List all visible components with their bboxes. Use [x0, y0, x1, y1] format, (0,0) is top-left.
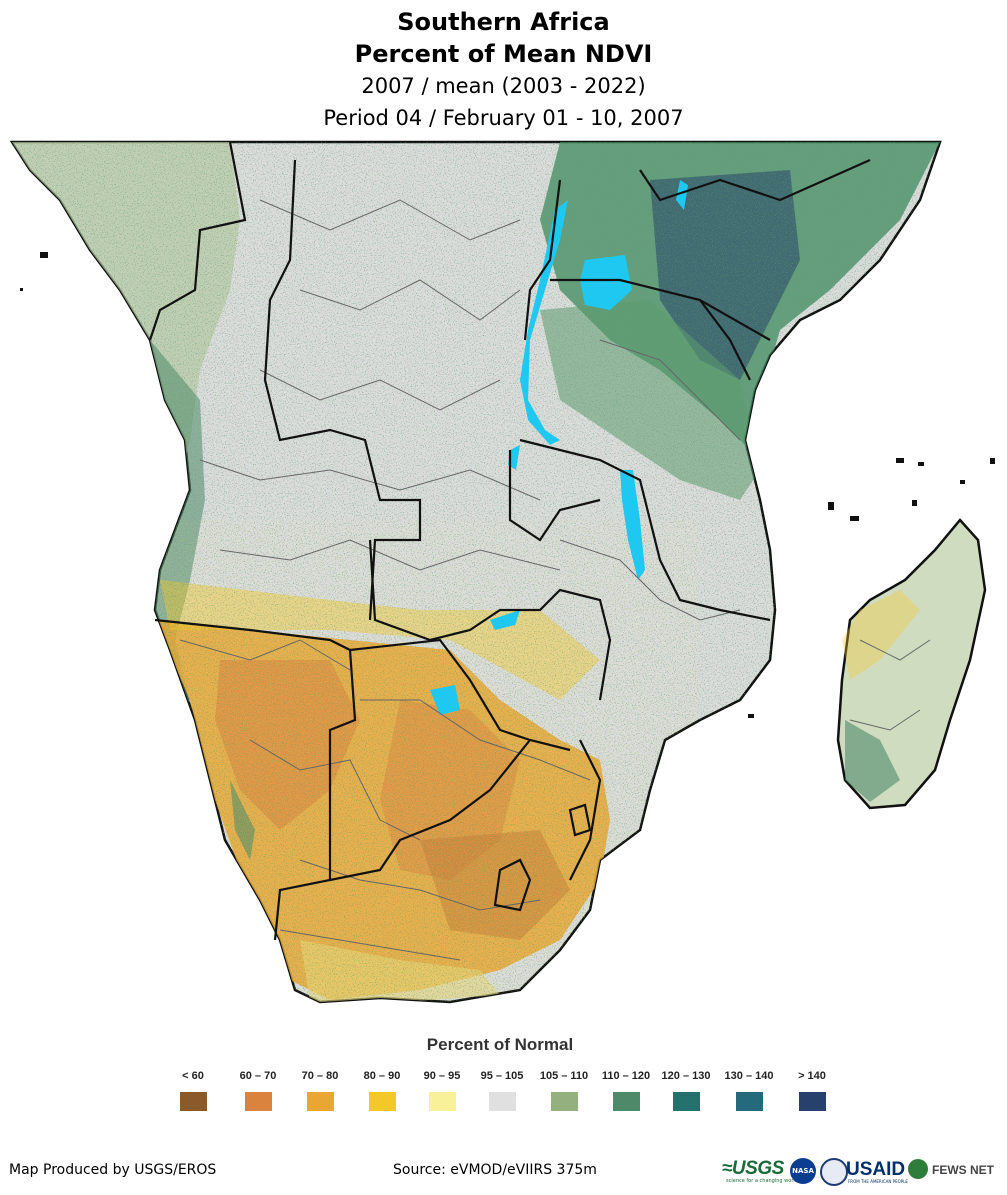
- partner-logos: ≈USGS science for a changing world NASA …: [722, 1156, 1002, 1186]
- lake-kariba: [490, 610, 520, 630]
- usaid-tagline: FROM THE AMERICAN PEOPLE: [848, 1179, 908, 1184]
- legend-swatch: [735, 1092, 763, 1111]
- islands: [20, 252, 995, 718]
- legend-item: 80 – 90: [352, 1068, 412, 1111]
- map-svg: [10, 140, 995, 1004]
- legend-item: 120 – 130: [656, 1068, 716, 1111]
- title-region: Southern Africa: [397, 8, 610, 36]
- lake-turkana: [676, 180, 688, 210]
- legend-label: 90 – 95: [423, 1070, 461, 1082]
- legend-swatch: [550, 1092, 578, 1111]
- legend-swatch: [672, 1092, 700, 1111]
- legend-swatch: [306, 1092, 334, 1111]
- legend-item: 110 – 120: [596, 1068, 656, 1111]
- legend-item: 70 – 80: [290, 1068, 350, 1111]
- eswatini-border: [568, 803, 592, 837]
- nasa-logo: NASA: [790, 1158, 816, 1184]
- map-credit: Map Produced by USGS/EROS: [9, 1162, 217, 1178]
- usgs-tagline: science for a changing world: [726, 1178, 798, 1184]
- legend-swatch: [488, 1092, 516, 1111]
- legend-label: < 60: [182, 1070, 204, 1082]
- country-borders: [148, 141, 871, 941]
- title-product: Percent of Mean NDVI: [354, 40, 653, 68]
- legend-swatch: [428, 1092, 456, 1111]
- legend-title: Percent of Normal: [426, 1035, 574, 1054]
- okavango-delta: [430, 685, 460, 715]
- legend-swatch: [798, 1092, 826, 1111]
- title-comparison: 2007 / mean (2003 - 2022): [361, 74, 646, 98]
- legend-label: 110 – 120: [601, 1070, 651, 1082]
- legend-label: 70 – 80: [301, 1070, 339, 1082]
- legend-item: > 140: [782, 1068, 842, 1111]
- legend-item: 60 – 70: [228, 1068, 288, 1111]
- legend-label: 120 – 130: [661, 1070, 711, 1082]
- admin-boundaries: [179, 199, 931, 961]
- legend-swatch: [368, 1092, 396, 1111]
- ndvi-map: [0, 140, 1007, 1015]
- usaid-seal-icon: [820, 1158, 848, 1186]
- madagascar: [836, 518, 987, 810]
- legend-item: 90 – 95: [412, 1068, 472, 1111]
- legend-label: > 140: [798, 1070, 826, 1082]
- legend-item: 130 – 140: [719, 1068, 779, 1111]
- lake-malawi: [620, 470, 645, 580]
- legend-item: < 60: [163, 1068, 223, 1111]
- legend-swatch: [179, 1092, 207, 1111]
- legend-label: 60 – 70: [239, 1070, 277, 1082]
- lesotho-border: [493, 858, 532, 912]
- legend-swatch: [612, 1092, 640, 1111]
- legend-label: 95 – 105: [480, 1070, 524, 1082]
- legend-item: 105 – 110: [534, 1068, 594, 1111]
- title-period: Period 04 / February 01 - 10, 2007: [323, 106, 684, 130]
- ndvi-anomaly-regions: [12, 142, 940, 1002]
- usaid-logo: USAID: [846, 1159, 906, 1180]
- lake-victoria: [580, 255, 632, 310]
- fews-globe-icon: [908, 1159, 928, 1179]
- fews-net-logo: FEWS NET: [932, 1163, 994, 1177]
- legend-swatch: [244, 1092, 272, 1111]
- legend-label: 130 – 140: [724, 1070, 774, 1082]
- legend-item: 95 – 105: [472, 1068, 532, 1111]
- usgs-logo: ≈USGS: [722, 1158, 784, 1179]
- lakes: [430, 180, 688, 715]
- legend-label: 80 – 90: [363, 1070, 401, 1082]
- legend-label: 105 – 110: [539, 1070, 589, 1082]
- data-source: Source: eVMOD/eVIIRS 375m: [393, 1162, 597, 1178]
- map-title-block: Southern Africa Percent of Mean NDVI 200…: [0, 6, 1007, 134]
